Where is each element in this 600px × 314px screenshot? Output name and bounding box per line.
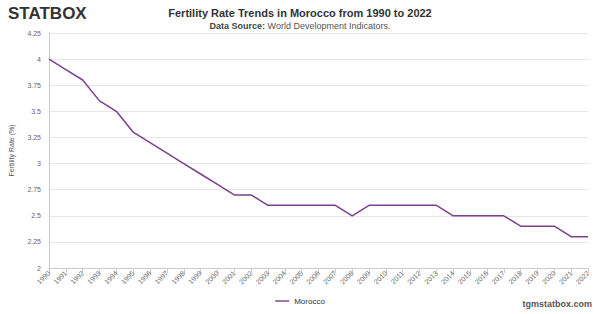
svg-text:3.25: 3.25	[27, 134, 41, 141]
svg-text:2.5: 2.5	[31, 212, 41, 219]
svg-text:3.5: 3.5	[31, 108, 41, 115]
svg-text:Data Source:: Data Source:	[210, 21, 266, 31]
svg-text:3: 3	[37, 160, 41, 167]
svg-text:2016: 2016	[473, 269, 489, 285]
svg-text:2001: 2001	[221, 269, 237, 285]
svg-text:2011: 2011	[390, 269, 406, 285]
svg-text:2003: 2003	[255, 269, 271, 285]
svg-text:1990: 1990	[36, 269, 52, 285]
svg-text:2014: 2014	[440, 269, 456, 285]
svg-text:tgmstatbox.com: tgmstatbox.com	[522, 299, 592, 309]
svg-text:1997: 1997	[153, 269, 169, 285]
svg-text:Fertility Rate (%): Fertility Rate (%)	[8, 124, 16, 176]
svg-text:4: 4	[37, 56, 41, 63]
svg-text:2: 2	[37, 265, 41, 272]
svg-text:2006: 2006	[305, 269, 321, 285]
svg-text:1993: 1993	[86, 269, 102, 285]
svg-text:1991: 1991	[52, 269, 68, 285]
svg-text:2.75: 2.75	[27, 186, 41, 193]
svg-text:2015: 2015	[457, 269, 473, 285]
svg-text:3.75: 3.75	[27, 82, 41, 89]
svg-text:1992: 1992	[69, 269, 85, 285]
svg-text:2019: 2019	[524, 269, 540, 285]
svg-text:1995: 1995	[120, 269, 136, 285]
svg-text:2017: 2017	[490, 269, 506, 285]
svg-text:STATBOX: STATBOX	[8, 4, 87, 23]
svg-text:1994: 1994	[103, 269, 119, 285]
svg-text:2018: 2018	[507, 269, 523, 285]
svg-text:1999: 1999	[187, 269, 203, 285]
svg-text:1996: 1996	[137, 269, 153, 285]
svg-text:2021: 2021	[558, 269, 574, 285]
svg-text:2020: 2020	[541, 269, 557, 285]
svg-text:2009: 2009	[356, 269, 372, 285]
svg-text:4.25: 4.25	[27, 30, 41, 37]
svg-text:2013: 2013	[423, 269, 439, 285]
svg-text:2000: 2000	[204, 269, 220, 285]
svg-text:2012: 2012	[406, 269, 422, 285]
svg-text:Morocco: Morocco	[294, 297, 325, 306]
svg-text:2005: 2005	[288, 269, 304, 285]
svg-text:2008: 2008	[339, 269, 355, 285]
svg-text:2.25: 2.25	[27, 238, 41, 245]
svg-text:World Development Indicators.: World Development Indicators.	[265, 21, 390, 31]
svg-text:2002: 2002	[238, 269, 254, 285]
svg-text:2004: 2004	[271, 269, 287, 285]
svg-text:2010: 2010	[372, 269, 388, 285]
svg-text:2022: 2022	[575, 269, 591, 285]
svg-text:Fertility Rate Trends in Moroc: Fertility Rate Trends in Morocco from 19…	[168, 7, 431, 19]
svg-text:1998: 1998	[170, 269, 186, 285]
svg-text:2007: 2007	[322, 269, 338, 285]
